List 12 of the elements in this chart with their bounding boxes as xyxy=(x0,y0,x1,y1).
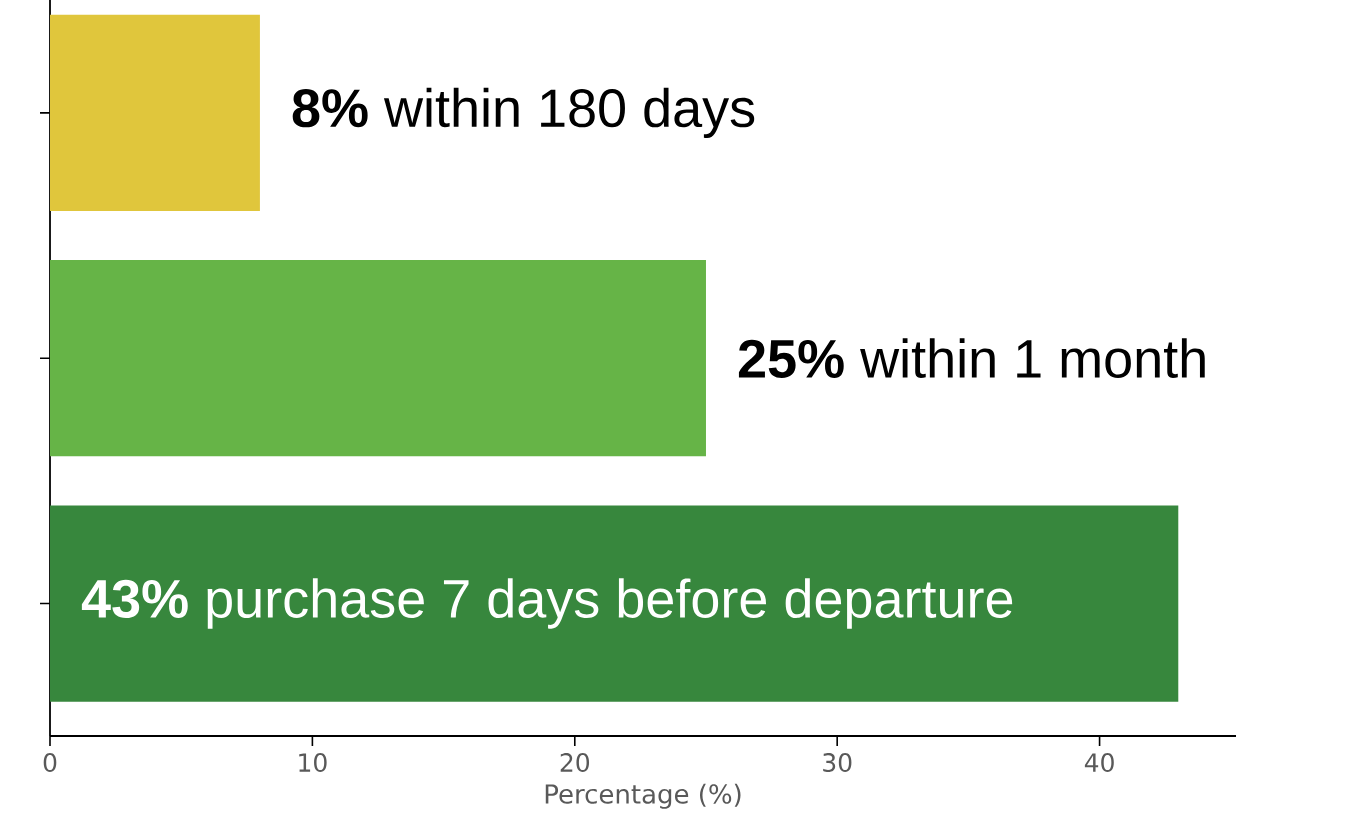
x-tick-label: 40 xyxy=(1084,753,1114,772)
bar xyxy=(50,260,706,457)
bar xyxy=(50,14,260,211)
x-tick-label: 30 xyxy=(823,753,852,772)
x-axis-title: Percentage (%) xyxy=(545,783,741,809)
data-label: 8% within 180 days xyxy=(292,87,755,139)
data-label: 25% within 1 month xyxy=(738,338,1205,379)
x-tick-label: 0 xyxy=(43,753,57,772)
data-label: 43% purchase 7 days before departure xyxy=(81,578,1013,629)
x-tick-label: 10 xyxy=(299,753,327,772)
bar xyxy=(50,505,1179,702)
x-tick-label: 20 xyxy=(560,753,590,772)
